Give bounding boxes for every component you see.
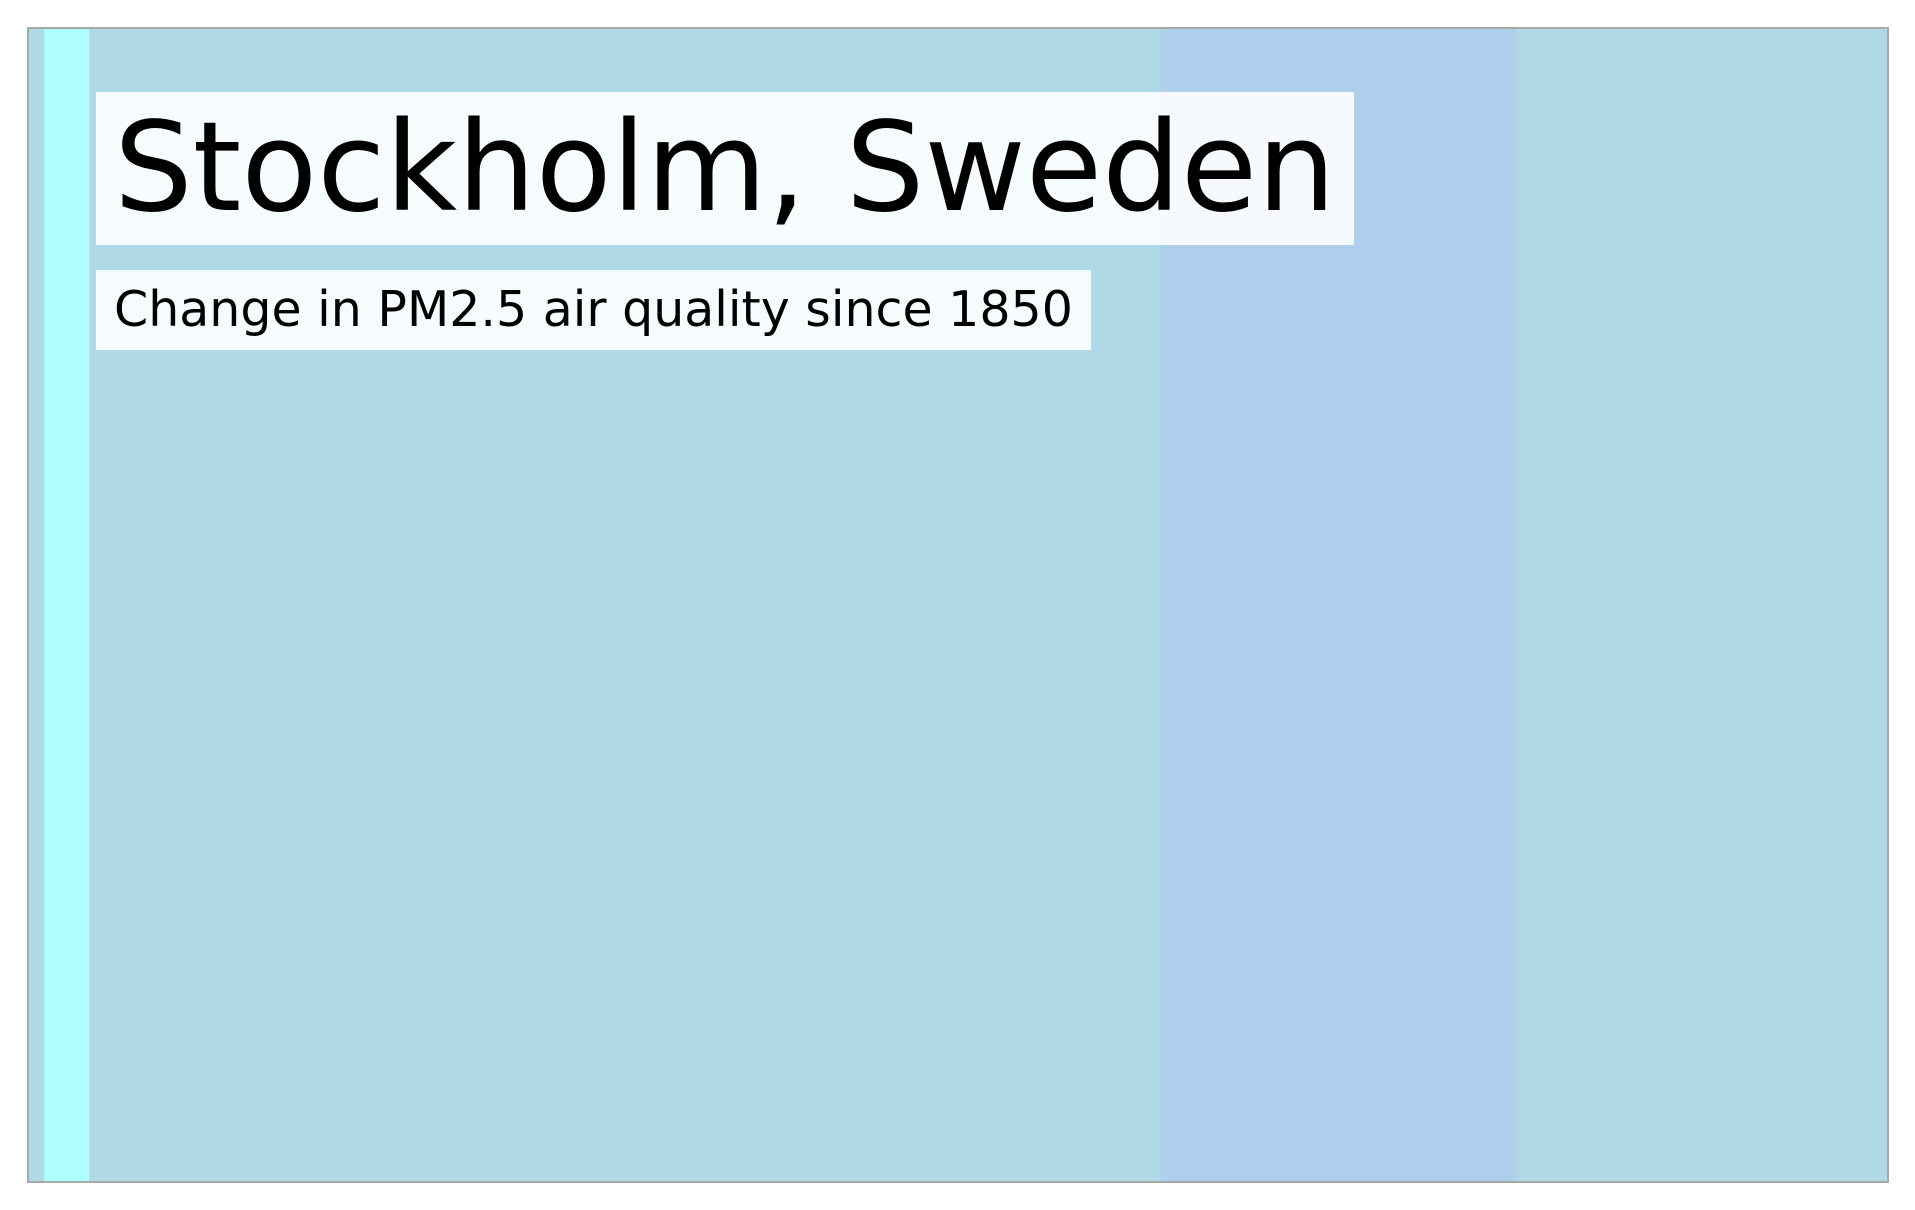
chart-title: Stockholm, Sweden xyxy=(96,92,1354,245)
stripe-band-0 xyxy=(29,29,45,1181)
stripes-plot xyxy=(29,29,1887,1181)
warming-stripes-chart: Stockholm, Sweden Change in PM2.5 air qu… xyxy=(27,27,1889,1183)
stripe-band-4 xyxy=(1515,29,1887,1181)
stripe-band-1 xyxy=(44,29,90,1181)
chart-subtitle: Change in PM2.5 air quality since 1850 xyxy=(96,270,1091,350)
